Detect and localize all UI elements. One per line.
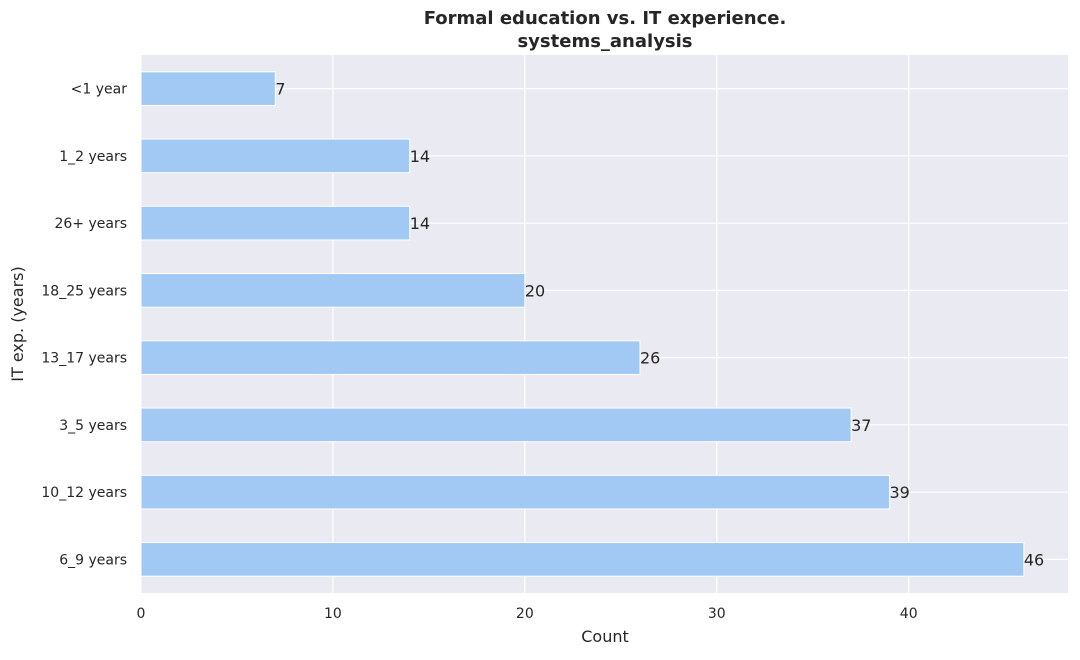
- y-tick-label: <1 year: [71, 82, 128, 98]
- data-labels: 7 14 14 20 26 37 39 46: [275, 80, 1044, 570]
- bar: [140, 205, 411, 241]
- y-tick-label: 3_5 years: [59, 418, 127, 434]
- x-tick-label: 40: [900, 606, 918, 622]
- bar-value-label: 39: [890, 483, 910, 502]
- x-axis-label: Count: [581, 627, 629, 646]
- y-tick-label: 6_9 years: [59, 552, 127, 568]
- chart-title: Formal education vs. IT experience.: [424, 8, 787, 29]
- x-tick-label: 10: [324, 606, 342, 622]
- bar: [140, 542, 1025, 577]
- y-tick-labels: <1 year 1_2 years 26+ years 18_25 years 13_1…: [41, 82, 127, 569]
- bar: [140, 71, 276, 106]
- x-tick-labels: 0 10 20 30 40: [137, 606, 918, 622]
- chart-subtitle: systems_analysis: [517, 31, 692, 52]
- bar: [140, 273, 526, 308]
- bars: [140, 71, 1025, 577]
- y-tick-label: 10_12 years: [41, 485, 127, 501]
- bar-value-label: 14: [410, 214, 430, 233]
- bar-value-label: 20: [525, 281, 545, 300]
- bar-value-label: 46: [1024, 550, 1044, 569]
- bar: [140, 474, 891, 510]
- plot-area: [141, 55, 1068, 593]
- bar-value-label: 14: [410, 147, 430, 166]
- y-axis-label: IT exp. (years): [8, 266, 27, 381]
- y-tick-label: 13_17 years: [41, 351, 127, 367]
- y-tick-label: 1_2 years: [59, 149, 127, 165]
- bar-value-label: 7: [275, 80, 285, 99]
- y-tick-label: 26+ years: [54, 216, 127, 232]
- bar: [140, 407, 852, 443]
- bar: [140, 138, 411, 174]
- x-tick-label: 20: [516, 606, 534, 622]
- bar-value-label: 37: [851, 416, 871, 435]
- x-tick-label: 0: [137, 606, 146, 622]
- x-tick-label: 30: [708, 606, 726, 622]
- bar: [140, 340, 641, 375]
- bar-value-label: 26: [640, 349, 660, 368]
- y-tick-label: 18_25 years: [41, 283, 127, 299]
